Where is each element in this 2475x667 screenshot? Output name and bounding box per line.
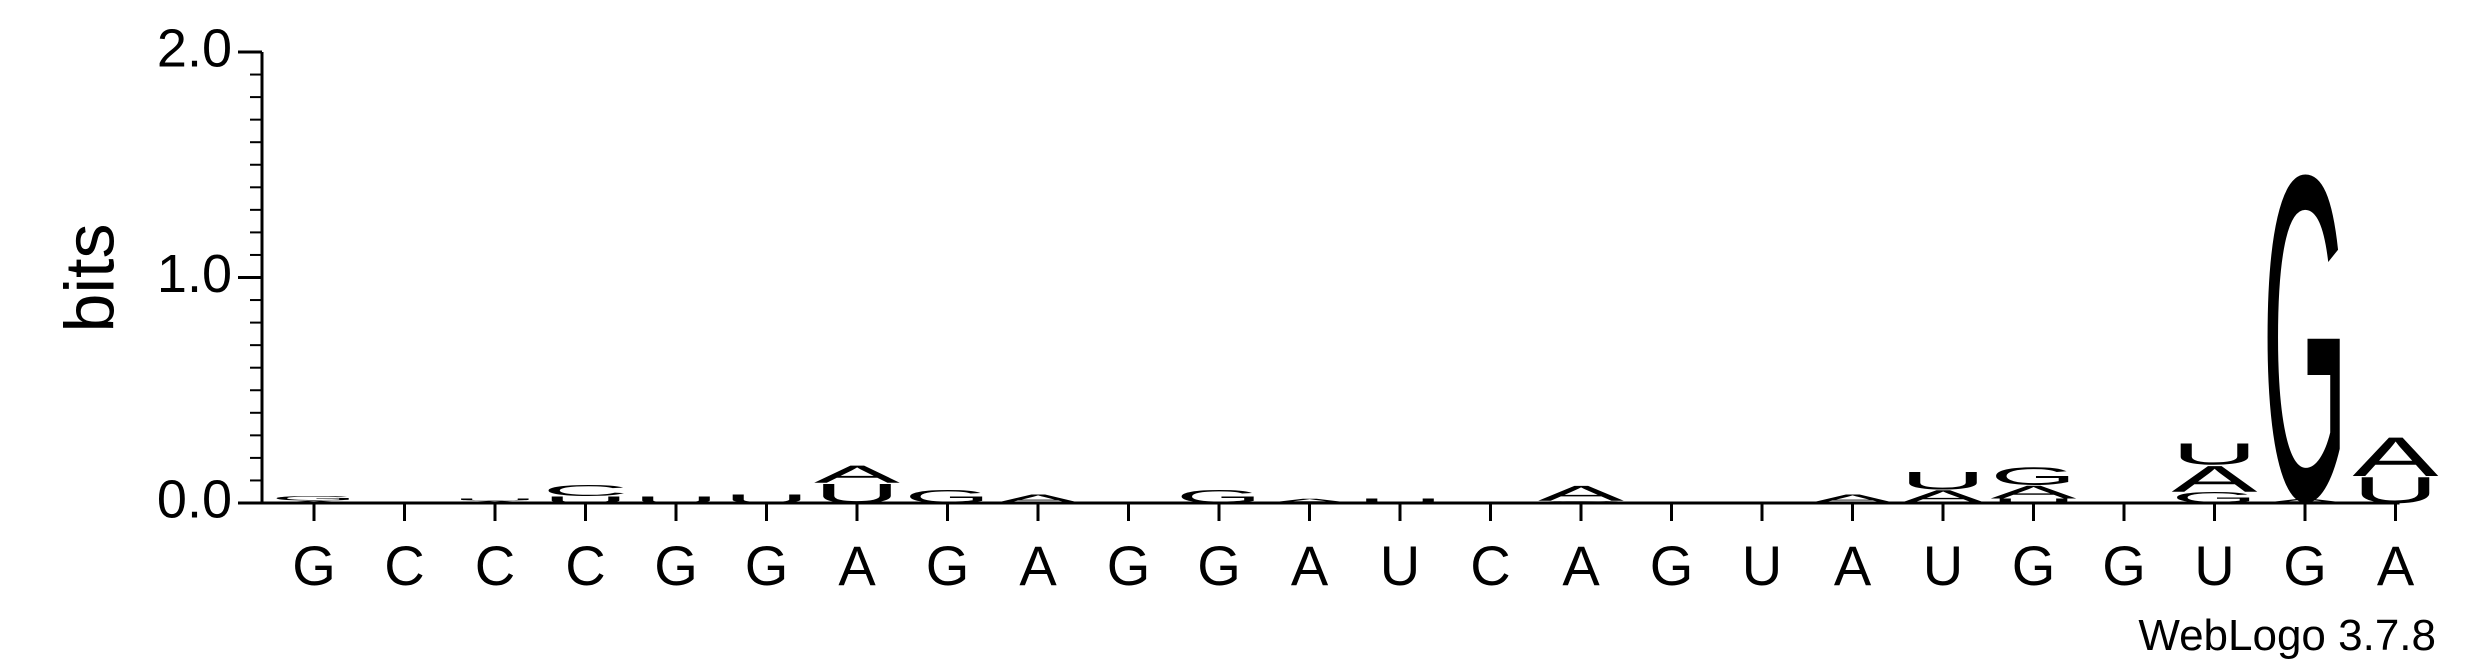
x-tick-label: G [654, 534, 698, 597]
logo-letter: A [1267, 497, 1353, 504]
x-tick-label: G [1107, 534, 1151, 597]
x-tick-label: G [745, 534, 789, 597]
x-tick-label: U [2194, 534, 2234, 597]
logo-letter: C [543, 482, 629, 499]
x-tick-label: G [1197, 534, 1241, 597]
logo-letter: G [1176, 486, 1262, 507]
logo-letter: U [814, 478, 900, 509]
y-tick-label: 1.0 [157, 244, 232, 304]
x-tick-label: A [2377, 534, 2415, 597]
logo-letter: U [633, 495, 719, 505]
x-tick-label: G [292, 534, 336, 597]
logo-letter: A [452, 500, 538, 503]
logo-letter: A [995, 492, 1081, 506]
logo-letter: A [814, 460, 900, 488]
x-tick-label: C [384, 534, 424, 597]
y-axis-label: bits [50, 224, 128, 333]
logo-letter: U [452, 498, 538, 501]
x-tick-label: A [838, 534, 876, 597]
logo-letter: G [905, 486, 991, 507]
logo-letter: U [543, 495, 629, 505]
x-tick-label: G [2012, 534, 2056, 597]
x-tick-label: C [1470, 534, 1510, 597]
x-tick-label: G [2102, 534, 2146, 597]
x-tick-label: G [2283, 534, 2327, 597]
x-tick-label: U [1742, 534, 1782, 597]
logo-letter: A [1810, 492, 1896, 506]
logo-letter: A [1991, 482, 2078, 503]
x-tick-label: C [565, 534, 605, 597]
x-tick-label: A [1019, 534, 1057, 597]
logo-letter: G [2172, 489, 2258, 506]
x-tick-label: A [1562, 534, 1600, 597]
footer: WebLogo 3.7.8 [2138, 611, 2436, 660]
logo-letter: U [1357, 497, 1443, 504]
logo-letter: U [2172, 437, 2258, 471]
y-tick-label: 2.0 [157, 18, 232, 78]
x-tick-label: U [1923, 534, 1963, 597]
logo-letter: A [2172, 458, 2259, 499]
logo-letter: G [1991, 462, 2077, 490]
x-tick-label: G [926, 534, 970, 597]
logo-letter: A [2262, 497, 2348, 504]
logo-letter: A [271, 500, 357, 503]
logo-letter: G [271, 495, 357, 502]
x-tick-label: A [1834, 534, 1872, 597]
logo-letter: G [2262, 80, 2348, 597]
logo-letter: A [1900, 486, 1987, 507]
x-tick-label: U [1380, 534, 1420, 597]
logo-letter: A [1538, 481, 1624, 505]
logo-letter: C [1538, 500, 1624, 503]
logo-letter: U [2353, 469, 2439, 511]
logo-letter: U [1991, 497, 2077, 504]
y-tick-label: 0.0 [157, 469, 232, 529]
x-tick-label: C [475, 534, 515, 597]
x-tick-label: G [1650, 534, 1694, 597]
x-tick-label: A [1291, 534, 1329, 597]
logo-letter: U [1900, 467, 1986, 495]
logo-letter: A [2353, 426, 2440, 488]
logo-letter: U [724, 492, 810, 506]
